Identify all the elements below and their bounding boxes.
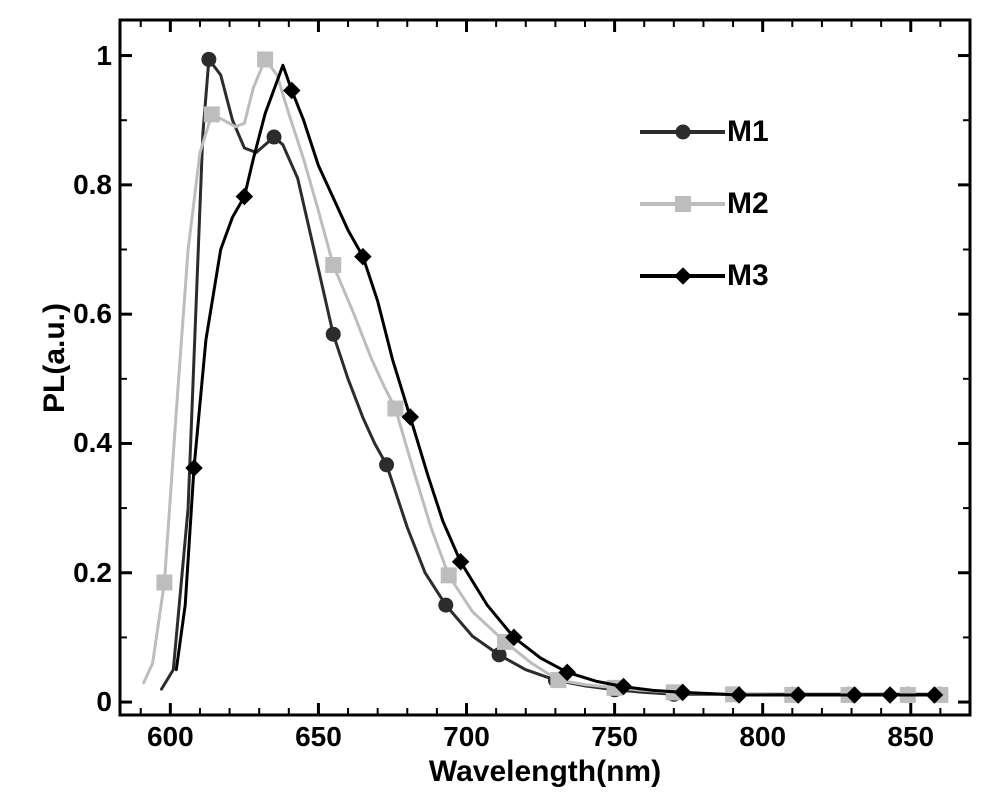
series-marker-m3 xyxy=(185,459,203,477)
y-tick-label: 0.8 xyxy=(52,169,112,201)
series-marker-m1 xyxy=(379,457,394,472)
x-axis-label: Wavelength(nm) xyxy=(405,755,685,789)
x-tick-label: 850 xyxy=(881,721,941,753)
y-tick-label: 0.2 xyxy=(52,557,112,589)
legend-item-m3: M3 xyxy=(640,259,769,293)
legend-swatch xyxy=(640,202,725,206)
legend-swatch xyxy=(640,274,725,278)
x-tick-label: 650 xyxy=(288,721,348,753)
series-marker-m3 xyxy=(283,82,301,100)
x-tick-label: 800 xyxy=(733,721,793,753)
series-marker-m2 xyxy=(387,401,403,417)
y-tick-label: 0 xyxy=(52,686,112,718)
series-marker-m3 xyxy=(236,188,254,206)
x-tick-label: 700 xyxy=(437,721,497,753)
series-marker-m1 xyxy=(267,130,282,145)
series-marker-m1 xyxy=(438,598,453,613)
series-line-m1 xyxy=(162,59,941,694)
series-marker-m3 xyxy=(354,248,372,266)
series-marker-m2 xyxy=(325,257,341,273)
y-tick-label: 1 xyxy=(52,40,112,72)
plot-area xyxy=(120,20,970,715)
pl-spectrum-figure: PL(a.u.) Wavelength(nm) M1M2M3 600650700… xyxy=(0,0,1000,810)
series-marker-m1 xyxy=(326,327,341,342)
series-line-m2 xyxy=(144,59,941,695)
series-marker-m2 xyxy=(257,51,273,67)
series-marker-m2 xyxy=(204,106,220,122)
y-tick-label: 0.6 xyxy=(52,298,112,330)
series-marker-m3 xyxy=(881,686,899,704)
legend-item-m1: M1 xyxy=(640,115,769,149)
legend-label: M2 xyxy=(727,187,769,221)
axis-frame xyxy=(120,20,970,715)
x-tick-label: 600 xyxy=(140,721,200,753)
legend-item-m2: M2 xyxy=(640,187,769,221)
legend-label: M3 xyxy=(727,259,769,293)
legend-swatch xyxy=(640,130,725,134)
legend-label: M1 xyxy=(727,115,769,149)
y-tick-label: 0.4 xyxy=(52,427,112,459)
legend: M1 M2 M3 xyxy=(640,115,769,331)
series-marker-m2 xyxy=(441,567,457,583)
x-tick-label: 750 xyxy=(585,721,645,753)
series-marker-m3 xyxy=(401,408,419,426)
series-marker-m1 xyxy=(201,52,216,67)
series-marker-m2 xyxy=(156,574,172,590)
